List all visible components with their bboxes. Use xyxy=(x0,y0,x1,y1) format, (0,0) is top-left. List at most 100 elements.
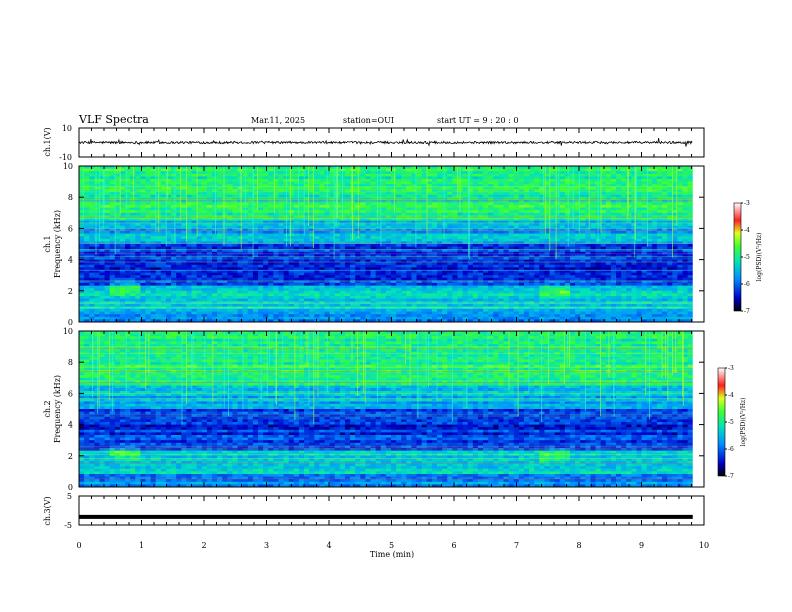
spectrogram-cell xyxy=(273,225,279,229)
spectrogram-cell xyxy=(477,189,484,193)
spectrogram-cell xyxy=(656,184,663,188)
spectrogram-cell xyxy=(452,189,458,193)
spectrogram-cell xyxy=(293,168,300,172)
spectrogram-cell xyxy=(360,199,366,203)
spectrogram-cell xyxy=(672,194,678,198)
spectrogram-cell xyxy=(125,202,131,206)
spectrogram-cell xyxy=(237,225,244,229)
spectrogram-cell xyxy=(385,189,392,193)
spectrogram-cell xyxy=(191,179,198,182)
spectrogram-cell xyxy=(462,179,469,182)
spectrogram-cell xyxy=(125,249,131,253)
spectrogram-cell xyxy=(186,181,192,185)
spectrogram-cell xyxy=(631,249,637,253)
spectrogram-cell xyxy=(518,270,525,273)
spectrogram-cell xyxy=(626,231,632,234)
spectrogram-cell xyxy=(498,244,504,247)
spectrogram-cell xyxy=(667,179,673,182)
spectrogram-cell xyxy=(258,233,264,237)
spectrogram-cell xyxy=(656,212,663,216)
spectrogram-cell xyxy=(539,184,545,188)
spectrogram-cell xyxy=(641,192,648,195)
spectrogram-cell xyxy=(651,218,658,221)
spectrogram-cell xyxy=(135,189,141,193)
spectrogram-cell xyxy=(89,231,95,234)
spectrogram-cell xyxy=(273,272,279,276)
spectrogram-cell xyxy=(610,173,617,177)
spectrogram-cell xyxy=(616,267,622,271)
spectrogram-cell xyxy=(171,267,177,271)
spectrogram-cell xyxy=(298,238,305,242)
spectrogram-cell xyxy=(165,259,172,263)
spectrogram-cell xyxy=(534,207,540,211)
spectrogram-cell xyxy=(523,246,530,250)
spectrogram-cell xyxy=(472,236,479,240)
spectrogram-cell xyxy=(498,168,504,172)
spectrogram-cell xyxy=(211,181,218,185)
spectrogram-cell xyxy=(396,166,402,169)
spectrogram-cell xyxy=(99,192,105,195)
spectrogram-cell xyxy=(385,192,392,195)
spectrogram-cell xyxy=(406,171,412,175)
spectrogram-cell xyxy=(437,225,443,229)
spectrogram-cell xyxy=(416,241,423,245)
spectrogram-cell xyxy=(227,168,233,172)
spectrogram-cell xyxy=(667,220,673,224)
spectrogram-cell xyxy=(171,189,177,193)
spectrogram-cell xyxy=(268,171,274,175)
spectrogram-cell xyxy=(211,171,218,175)
spectrogram-cell xyxy=(549,228,556,232)
spectrogram-cell xyxy=(114,176,121,180)
spectrogram-cell xyxy=(483,207,489,211)
spectrogram-cell xyxy=(89,179,95,182)
spectrogram-cell xyxy=(564,202,571,206)
spectrogram-cell xyxy=(462,267,469,271)
spectrogram-cell xyxy=(79,192,85,195)
spectrogram-cell xyxy=(636,205,642,208)
spectrogram-cell xyxy=(165,223,172,227)
spectrogram-cell xyxy=(130,233,136,237)
spectrogram-cell xyxy=(288,267,295,271)
spectrogram-cell xyxy=(503,257,510,260)
spectrogram-cell xyxy=(616,186,622,190)
spectrogram-cell xyxy=(150,176,157,180)
spectrogram-cell xyxy=(416,228,423,232)
spectrogram-cell xyxy=(344,176,351,180)
spectrogram-cell xyxy=(457,259,463,263)
spectrogram-cell xyxy=(145,168,151,172)
spectrogram-cell xyxy=(472,246,479,250)
spectrogram-cell xyxy=(401,223,407,227)
spectrogram-cell xyxy=(222,246,228,250)
spectrogram-cell xyxy=(554,244,561,247)
spectrogram-cell xyxy=(370,270,377,273)
spectrogram-cell xyxy=(656,262,663,266)
spectrogram-cell xyxy=(508,267,515,271)
spectrogram-cell xyxy=(605,168,612,172)
spectrogram-cell xyxy=(575,218,581,221)
spectrogram-cell xyxy=(242,244,249,247)
spectrogram-cell xyxy=(493,171,499,175)
spectrogram-cell xyxy=(508,249,515,253)
spectrogram-cell xyxy=(426,233,433,237)
spectrogram-cell xyxy=(79,220,85,224)
spectrogram-cell xyxy=(564,189,571,193)
spectrogram-cell xyxy=(518,233,525,237)
spectrogram-cell xyxy=(130,194,136,198)
spectrogram-cell xyxy=(677,212,683,216)
spectrogram-cell xyxy=(585,207,591,211)
spectrogram-cell xyxy=(288,259,295,263)
spectrogram-cell xyxy=(135,168,141,172)
spectrogram-cell xyxy=(508,270,515,273)
spectrogram-cell xyxy=(651,189,658,193)
spectrogram-cell xyxy=(416,218,423,221)
spectrogram-cell xyxy=(232,168,238,172)
spectrogram-cell xyxy=(94,205,100,208)
spectrogram-cell xyxy=(329,272,336,276)
spectrogram-cell xyxy=(559,210,566,214)
spectrogram-cell xyxy=(488,270,494,273)
spectrogram-cell xyxy=(252,223,259,227)
spectrogram-cell xyxy=(211,166,218,169)
spectrogram-cell xyxy=(508,194,515,198)
spectrogram-cell xyxy=(365,264,371,268)
spectrogram-cell xyxy=(442,225,448,229)
